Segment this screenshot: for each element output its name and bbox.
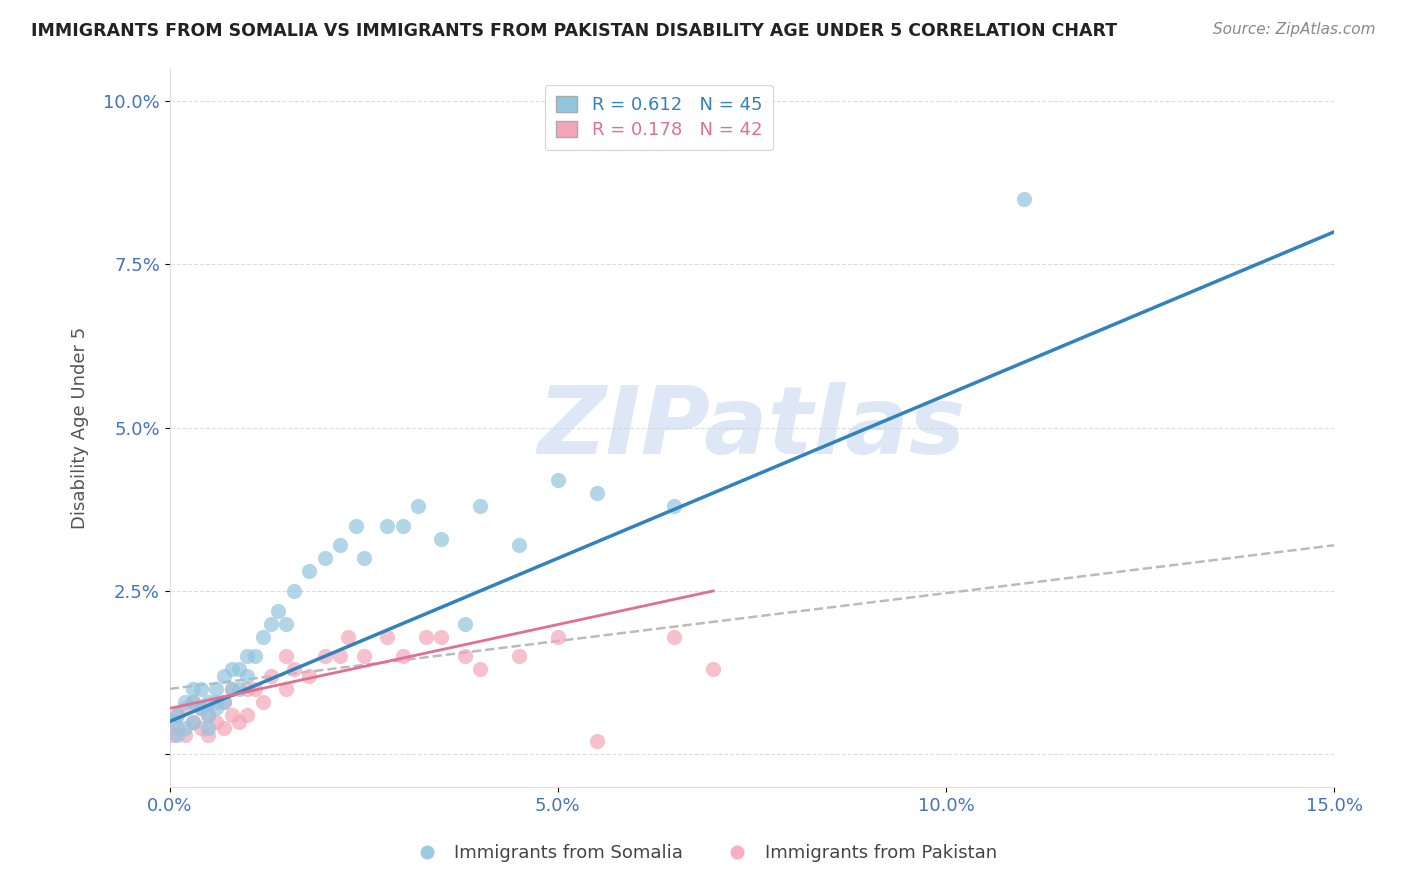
Point xyxy=(181,695,204,709)
Point xyxy=(197,708,219,723)
Point xyxy=(252,630,274,644)
Point xyxy=(252,695,274,709)
Point xyxy=(205,701,228,715)
Point xyxy=(547,630,569,644)
Point xyxy=(1012,192,1035,206)
Point xyxy=(221,681,243,696)
Point xyxy=(430,630,453,644)
Point xyxy=(190,681,212,696)
Point xyxy=(228,681,250,696)
Point xyxy=(174,728,197,742)
Point xyxy=(197,708,219,723)
Point xyxy=(205,681,228,696)
Point xyxy=(375,518,398,533)
Point xyxy=(197,695,219,709)
Point xyxy=(547,473,569,487)
Point xyxy=(243,649,266,664)
Point xyxy=(314,551,336,566)
Point xyxy=(236,669,259,683)
Point xyxy=(221,662,243,676)
Legend: R = 0.612   N = 45, R = 0.178   N = 42: R = 0.612 N = 45, R = 0.178 N = 42 xyxy=(544,85,773,150)
Point xyxy=(274,649,297,664)
Point xyxy=(353,649,375,664)
Point xyxy=(453,649,475,664)
Point xyxy=(664,630,686,644)
Text: Source: ZipAtlas.com: Source: ZipAtlas.com xyxy=(1212,22,1375,37)
Point xyxy=(205,714,228,729)
Point xyxy=(221,681,243,696)
Point xyxy=(236,708,259,723)
Point xyxy=(702,662,724,676)
Point xyxy=(236,649,259,664)
Point xyxy=(181,714,204,729)
Point xyxy=(174,695,197,709)
Point xyxy=(664,499,686,513)
Point xyxy=(212,669,235,683)
Point xyxy=(162,728,184,742)
Point xyxy=(585,486,607,500)
Point xyxy=(298,669,321,683)
Point xyxy=(197,728,219,742)
Point xyxy=(181,695,204,709)
Point xyxy=(415,630,437,644)
Point xyxy=(406,499,429,513)
Point xyxy=(314,649,336,664)
Point xyxy=(391,649,413,664)
Point xyxy=(205,695,228,709)
Point xyxy=(197,721,219,735)
Point xyxy=(274,681,297,696)
Point xyxy=(166,708,188,723)
Point xyxy=(228,662,250,676)
Point xyxy=(190,701,212,715)
Text: ZIPatlas: ZIPatlas xyxy=(538,382,966,474)
Point xyxy=(344,518,367,533)
Legend: Immigrants from Somalia, Immigrants from Pakistan: Immigrants from Somalia, Immigrants from… xyxy=(402,838,1004,870)
Point xyxy=(470,499,492,513)
Point xyxy=(298,565,321,579)
Point xyxy=(181,714,204,729)
Point xyxy=(283,662,305,676)
Point xyxy=(162,714,184,729)
Point xyxy=(228,714,250,729)
Point xyxy=(267,603,290,617)
Point xyxy=(508,649,530,664)
Point xyxy=(243,681,266,696)
Point xyxy=(212,721,235,735)
Point xyxy=(236,681,259,696)
Point xyxy=(212,695,235,709)
Y-axis label: Disability Age Under 5: Disability Age Under 5 xyxy=(72,326,89,529)
Point xyxy=(453,616,475,631)
Point xyxy=(166,721,188,735)
Point xyxy=(212,695,235,709)
Point xyxy=(508,538,530,552)
Point xyxy=(190,721,212,735)
Point xyxy=(353,551,375,566)
Point xyxy=(174,701,197,715)
Point xyxy=(166,708,188,723)
Point xyxy=(329,649,352,664)
Point xyxy=(190,701,212,715)
Point xyxy=(391,518,413,533)
Point xyxy=(221,708,243,723)
Point xyxy=(375,630,398,644)
Point xyxy=(470,662,492,676)
Point xyxy=(283,583,305,598)
Text: IMMIGRANTS FROM SOMALIA VS IMMIGRANTS FROM PAKISTAN DISABILITY AGE UNDER 5 CORRE: IMMIGRANTS FROM SOMALIA VS IMMIGRANTS FR… xyxy=(31,22,1116,40)
Point xyxy=(430,532,453,546)
Point xyxy=(337,630,360,644)
Point xyxy=(329,538,352,552)
Point xyxy=(259,669,281,683)
Point xyxy=(174,721,197,735)
Point xyxy=(274,616,297,631)
Point xyxy=(181,681,204,696)
Point xyxy=(585,734,607,748)
Point xyxy=(166,728,188,742)
Point xyxy=(259,616,281,631)
